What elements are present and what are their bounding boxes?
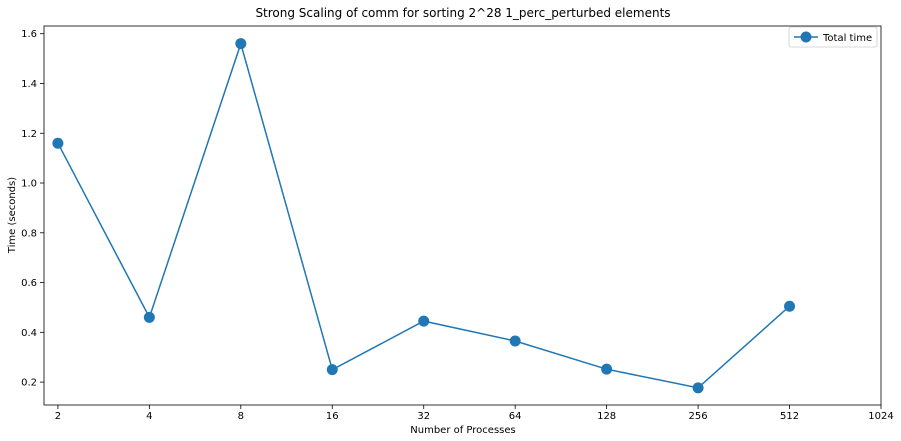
x-tick-label: 2 — [55, 411, 61, 422]
y-tick-label: 0.8 — [21, 228, 37, 239]
x-tick-label: 128 — [597, 411, 616, 422]
y-tick-label: 1.6 — [21, 29, 37, 40]
data-point — [235, 38, 247, 50]
series-layer — [52, 38, 796, 394]
x-tick-label: 64 — [509, 411, 522, 422]
y-tick-label: 0.2 — [21, 378, 37, 389]
data-point — [418, 315, 430, 327]
data-point — [326, 364, 338, 376]
legend: Total time — [788, 26, 878, 48]
x-axis: 2 4 8 16 32 64 128 256 512 1024 — [55, 405, 894, 422]
y-axis: 0.2 0.4 0.6 0.8 1.0 1.2 1.4 1.6 — [21, 29, 44, 389]
y-tick-label: 0.4 — [21, 328, 37, 339]
legend-marker — [800, 31, 812, 43]
legend-box — [788, 26, 878, 48]
y-tick-label: 1.0 — [21, 179, 37, 190]
x-tick-label: 1024 — [868, 411, 893, 422]
y-tick-label: 0.6 — [21, 278, 37, 289]
x-tick-label: 16 — [326, 411, 339, 422]
x-tick-label: 4 — [146, 411, 152, 422]
data-point — [509, 335, 521, 347]
x-tick-label: 256 — [689, 411, 708, 422]
plot-frame — [43, 25, 882, 406]
data-point — [52, 137, 64, 149]
x-tick-label: 8 — [238, 411, 244, 422]
x-axis-label: Number of Processes — [410, 425, 515, 436]
data-point — [692, 382, 704, 394]
data-point — [784, 300, 796, 312]
data-point — [143, 311, 155, 323]
data-point — [601, 363, 613, 375]
y-tick-label: 1.4 — [21, 79, 37, 90]
plot-area — [43, 25, 882, 406]
chart-title: Strong Scaling of comm for sorting 2^28 … — [255, 6, 670, 20]
y-axis-label: Time (seconds) — [7, 177, 18, 254]
legend-label-total-time: Total time — [822, 33, 872, 44]
y-tick-label: 1.2 — [21, 129, 37, 140]
x-tick-label: 512 — [780, 411, 799, 422]
x-tick-label: 32 — [417, 411, 430, 422]
series-line-total-time — [57, 41, 790, 389]
